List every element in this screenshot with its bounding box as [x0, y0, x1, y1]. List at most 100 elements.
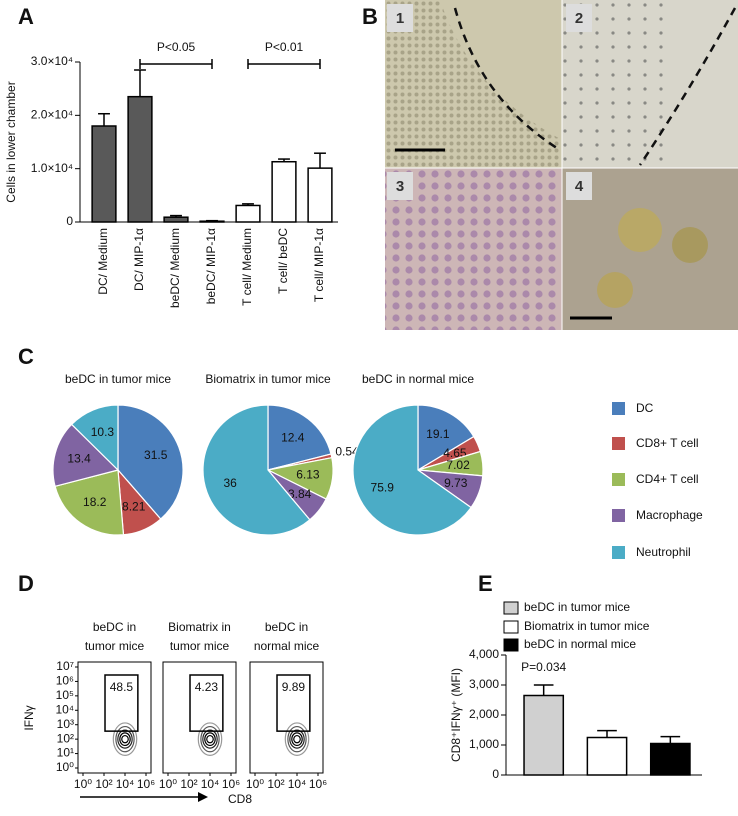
contour	[284, 722, 310, 756]
gate-value: 48.5	[110, 680, 134, 694]
bar	[523, 694, 565, 776]
x-tick-label: 10⁰	[159, 777, 177, 791]
x-tick-label: 10⁶	[137, 777, 155, 791]
plot-title: Biomatrix in	[168, 620, 231, 634]
x-tick-label: DC/ Medium	[96, 228, 110, 295]
y-tick-label: 4,000	[469, 647, 499, 661]
legend-label: Biomatrix in tumor mice	[524, 619, 650, 633]
x-tick-label: 10⁴	[116, 777, 135, 791]
pie-value-label: 7.02	[446, 458, 470, 472]
x-tick-label: T cell/ MIP-1α	[312, 228, 326, 302]
pie-value-label: 12.4	[281, 430, 305, 444]
x-tick-label: DC/ MIP-1α	[132, 228, 146, 291]
x-axis-label: CD8	[228, 792, 252, 806]
legend-swatch	[612, 437, 625, 450]
y-tick-label: 1.0×10⁴	[31, 161, 73, 175]
x-tick-label: beDC/ Medium	[168, 228, 182, 308]
bar	[199, 220, 225, 223]
x-tick-label: 10⁶	[222, 777, 240, 791]
y-tick-label: 10⁶	[56, 674, 74, 688]
x-tick-label: beDC/ MIP-1α	[204, 228, 218, 304]
pie-value-label: 13.4	[67, 452, 91, 466]
legend-swatch	[612, 402, 625, 415]
cell-cluster	[618, 208, 662, 252]
contour	[115, 725, 135, 753]
pie-value-label: 6.13	[296, 468, 320, 482]
annotation: P<0.01	[265, 40, 304, 54]
panel-label: E	[478, 571, 493, 596]
contour	[204, 732, 216, 747]
legend-swatch	[612, 546, 625, 559]
legend-label: Neutrophil	[636, 545, 691, 559]
pie-value-label: 36	[223, 476, 237, 490]
y-tick-label: 10³	[57, 717, 74, 731]
pie-value-label: 10.3	[91, 425, 115, 439]
pie-slice	[267, 404, 332, 471]
gate	[276, 674, 311, 732]
contour	[206, 734, 214, 744]
image-label: 4	[575, 178, 584, 195]
y-tick-label: 2,000	[469, 707, 499, 721]
gate-value: 9.89	[282, 680, 306, 694]
bar	[586, 736, 628, 776]
x-tick-label: 10²	[180, 777, 197, 791]
gate	[104, 674, 139, 732]
contour	[121, 734, 129, 744]
pie-slice	[352, 404, 472, 536]
y-tick-label: 10²	[57, 731, 74, 745]
image-label: 1	[396, 10, 404, 27]
micrographs: 1 2 3 4	[385, 0, 738, 330]
pie-slice	[202, 404, 311, 536]
legend-label: CD4+ T cell	[636, 472, 699, 486]
image-label: 3	[396, 178, 404, 195]
pie-slice	[52, 423, 120, 488]
plot-title: tumor mice	[170, 639, 230, 653]
arrow-head	[198, 792, 208, 802]
dashed-border	[638, 7, 737, 166]
pie-slice	[70, 404, 119, 472]
y-tick-label: 1,000	[469, 737, 499, 751]
bar	[235, 204, 261, 223]
plot-title: normal mice	[254, 639, 320, 653]
y-tick-label: 10⁴	[55, 702, 74, 716]
pie-title: beDC in normal mice	[362, 372, 474, 386]
image-texture	[385, 0, 562, 168]
pie-value-label: 0.54	[335, 445, 359, 459]
contour	[117, 729, 133, 749]
label-box	[566, 4, 592, 32]
plot-frame	[162, 661, 237, 774]
panel-label: A	[18, 4, 34, 29]
contour	[119, 732, 131, 747]
bar	[271, 160, 297, 223]
contour	[287, 725, 307, 753]
legend-label: DC	[636, 401, 654, 415]
legend-swatch	[503, 638, 519, 652]
panel-label: B	[362, 4, 378, 29]
contour	[202, 729, 218, 749]
plot-frame	[249, 661, 324, 774]
x-tick-label: 10²	[95, 777, 112, 791]
x-tick-label: 10⁰	[246, 777, 264, 791]
legend-swatch	[503, 601, 519, 615]
x-tick-label: 10⁶	[309, 777, 327, 791]
contour	[289, 729, 305, 749]
x-tick-label: 10⁰	[74, 777, 92, 791]
legend-swatch	[503, 620, 519, 634]
legend-swatch	[612, 473, 625, 486]
bar	[307, 167, 333, 223]
plot-title: tumor mice	[85, 639, 145, 653]
pie-value-label: 9.73	[444, 476, 468, 490]
pie-slice	[54, 469, 125, 536]
label-box	[566, 172, 592, 200]
y-axis-label: IFNγ	[22, 705, 36, 730]
contour	[291, 732, 303, 747]
legend-label: CD8+ T cell	[636, 436, 699, 450]
pie-value-label: 8.21	[122, 499, 146, 513]
x-tick-label: T cell/ Medium	[240, 228, 254, 306]
label-box	[387, 172, 413, 200]
image-texture	[385, 168, 562, 330]
panel-label: D	[18, 571, 34, 596]
x-tick-label: T cell/ beDC	[276, 228, 290, 294]
pie-slice	[417, 404, 475, 472]
